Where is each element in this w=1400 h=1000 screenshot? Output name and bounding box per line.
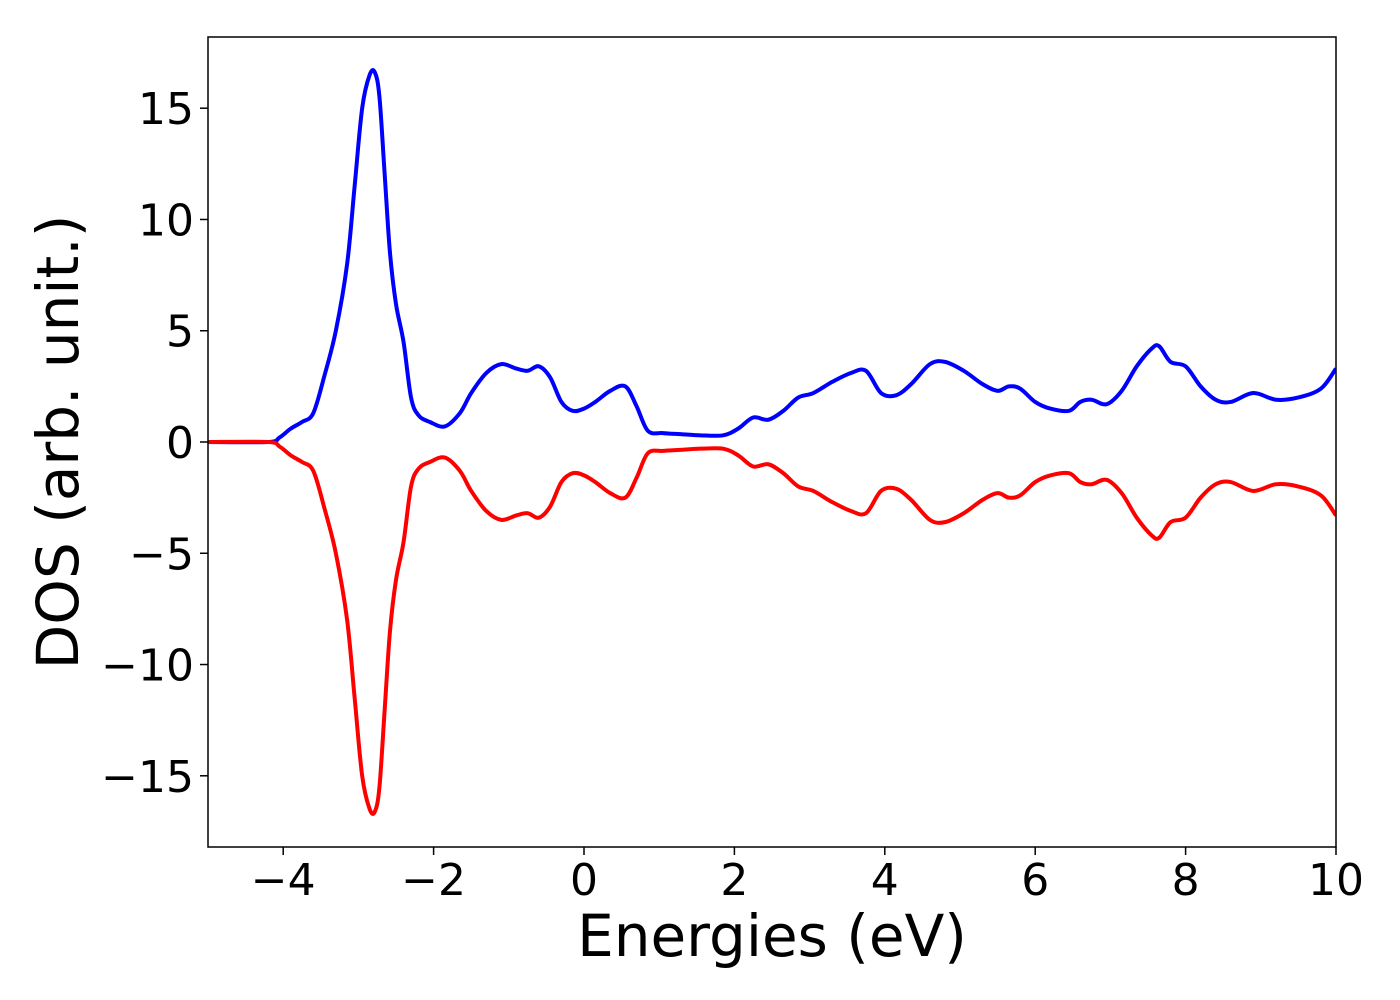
y-tick-label: 0 [166,418,194,469]
y-tick-label: −10 [101,641,194,692]
y-tick-label: −15 [101,752,194,803]
x-tick-label: −4 [251,855,316,906]
series-line-down [208,439,1336,816]
x-tick-label: −2 [401,855,466,906]
x-tick-label: 4 [871,855,899,906]
x-tick-label: 6 [1021,855,1049,906]
x-axis-label: Energies (eV) [577,902,967,970]
x-axis-ticks: −4 −2 0 2 4 6 8 10 [251,847,1364,906]
y-axis-label: DOS (arb. unit.) [24,215,92,670]
y-tick-label: −5 [129,529,194,580]
y-tick-label: 5 [166,307,194,358]
x-tick-label: 10 [1308,855,1364,906]
plot-frame [207,36,1337,848]
y-axis-ticks: 15 10 5 0 −5 −10 −15 [101,84,208,803]
series-line-up [208,68,1336,445]
x-tick-label: 2 [720,855,748,906]
y-tick-label: 15 [138,84,194,135]
y-tick-label: 10 [138,195,194,246]
x-tick-label: 0 [570,855,598,906]
series-layer [208,68,1336,816]
x-tick-label: 8 [1172,855,1200,906]
